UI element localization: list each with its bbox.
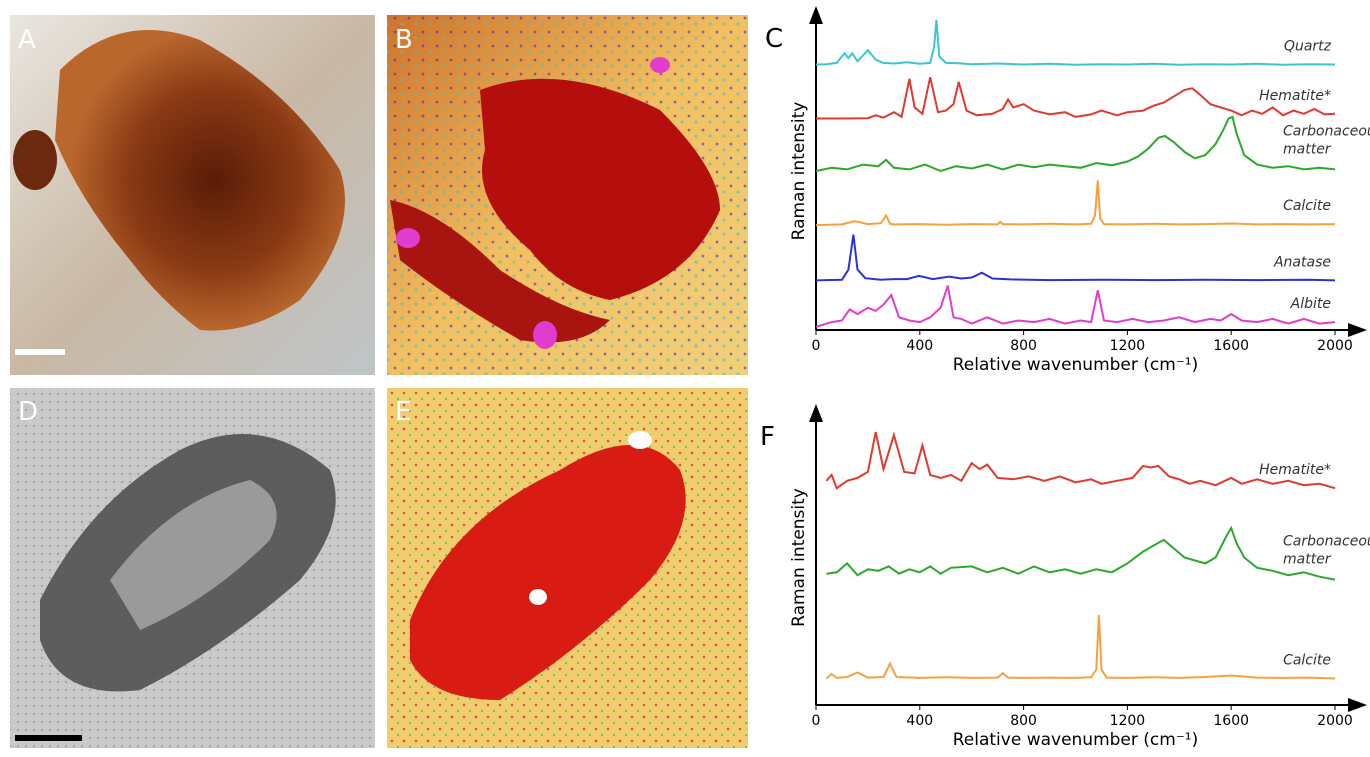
spectrum (816, 286, 1335, 327)
spectrum (826, 615, 1335, 679)
series-label: Calcite (1283, 198, 1331, 214)
x-tick-label: 800 (1010, 713, 1037, 729)
spectrum (816, 181, 1335, 226)
panel-b-image (387, 15, 748, 375)
series-label: Calcite (1283, 652, 1331, 668)
x-axis-label: Relative wavenumber (cm⁻¹) (953, 355, 1199, 375)
figure: A B D E 0 400 800 1200 1600 2000 Relative wave… (0, 0, 1370, 757)
x-axis-arrow (1348, 698, 1367, 712)
x-tick-label: 400 (906, 338, 933, 354)
series-label: Anatase (1273, 254, 1331, 270)
series-label: Carbonaceousmatter (1283, 123, 1370, 157)
x-tick-label: 800 (1010, 338, 1037, 354)
x-tick-label: 1600 (1213, 338, 1249, 354)
y-axis-label: Raman intensity (789, 488, 809, 627)
spectrum (816, 20, 1335, 65)
panel-label: F (760, 422, 775, 452)
x-tick-label: 1200 (1110, 713, 1146, 729)
spectrum (826, 432, 1335, 488)
spectrum (816, 77, 1335, 118)
x-tick-label: 0 (812, 338, 821, 354)
series-label: Carbonaceousmatter (1283, 534, 1370, 568)
spectrum (816, 235, 1335, 281)
x-tick-label: 1200 (1110, 338, 1146, 354)
panel-label: E (395, 397, 411, 427)
y-axis-arrow (809, 404, 823, 422)
panel-d-image (10, 388, 375, 748)
panel-a-image (10, 15, 375, 375)
spectrum (826, 528, 1335, 580)
series-label: Albite (1290, 296, 1331, 312)
panel-e-image (387, 388, 748, 748)
panel-label: B (395, 25, 413, 55)
panel-label: A (18, 25, 36, 55)
panel-label: D (18, 397, 38, 427)
series-label: Hematite* (1259, 462, 1331, 478)
x-tick-label: 1600 (1213, 713, 1249, 729)
page: A B D E 0 400 800 1200 1600 2000 Relative wave… (0, 0, 1370, 757)
spectrum (816, 117, 1335, 171)
x-tick-label: 400 (906, 713, 933, 729)
series-label: Hematite* (1259, 88, 1331, 104)
x-axis-arrow (1348, 323, 1367, 337)
x-tick-label: 2000 (1317, 713, 1353, 729)
panel-label: C (765, 24, 783, 54)
x-axis-label: Relative wavenumber (cm⁻¹) (953, 730, 1199, 750)
y-axis-label: Raman intensity (789, 102, 809, 241)
y-axis-arrow (809, 6, 823, 24)
series-label: Quartz (1284, 38, 1332, 54)
x-tick-label: 0 (812, 713, 821, 729)
x-tick-label: 2000 (1317, 338, 1353, 354)
